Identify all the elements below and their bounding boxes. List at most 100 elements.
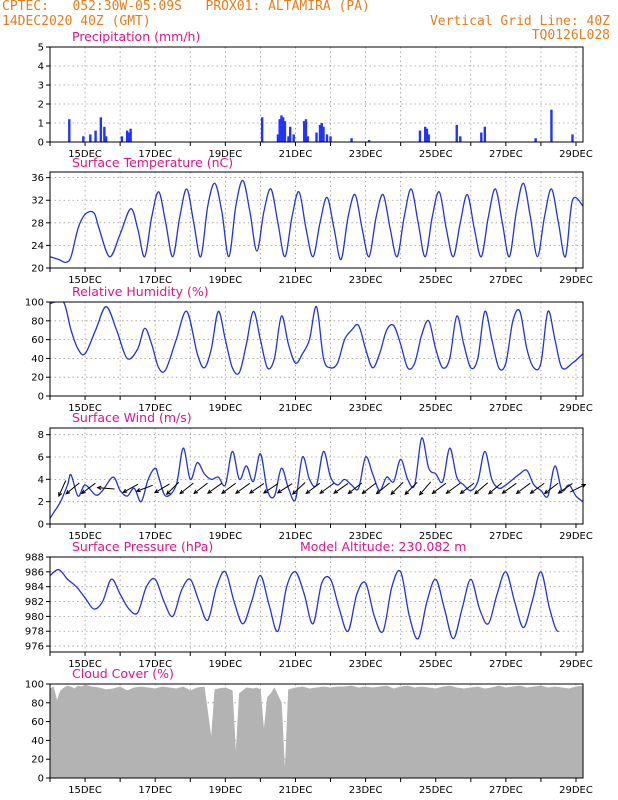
- wind-vector-arrow: [207, 482, 223, 494]
- rh-ytick-label: 40: [31, 354, 44, 365]
- wind-vector-head: [390, 490, 396, 496]
- pres-frame: [49, 556, 584, 653]
- wind-ytick-label: 2: [38, 497, 44, 508]
- temp-line: [50, 179, 583, 264]
- wind-vector-arrow: [333, 482, 349, 494]
- wind-vector-arrow: [154, 483, 170, 494]
- wind-vector-head: [361, 489, 367, 495]
- wind-vector-arrow: [544, 482, 559, 494]
- wind-vector-head: [206, 489, 212, 494]
- rh-title: Relative Humidity (%): [72, 284, 209, 299]
- rh-xtick-label: 17DEC: [138, 403, 172, 414]
- pres-series: [50, 568, 559, 640]
- precip-xtick-label: 17DEC: [138, 149, 172, 160]
- temp-ytick-label: 28: [31, 218, 44, 229]
- pres-ytick-label: 982: [25, 597, 44, 608]
- wind-vector-head: [487, 489, 493, 495]
- wind-vector-arrow: [362, 482, 377, 494]
- wind-ytick-label: 4: [38, 475, 44, 486]
- temp-ytick-label: 36: [31, 173, 44, 184]
- cloud-ytick-label: 100: [25, 680, 44, 691]
- cloud-xtick-label: 19DEC: [208, 785, 242, 796]
- wind-vector-arrow: [292, 482, 306, 495]
- precip-xtick-label: 19DEC: [208, 149, 242, 160]
- pres-annotation: Model Altitude: 230.082 m: [300, 539, 466, 554]
- cloud-xtick-label: 29DEC: [559, 785, 593, 796]
- wind-vector-arrow: [460, 482, 475, 494]
- rh-xtick-label: 23DEC: [349, 403, 383, 414]
- rh-ytick-label: 60: [31, 335, 44, 346]
- precip-bar: [427, 134, 430, 142]
- precip-bar: [287, 136, 290, 142]
- wind-vector-arrow: [446, 482, 461, 494]
- precip-bar: [278, 119, 281, 142]
- wind-vector-head: [80, 489, 86, 495]
- cloud-xtick-label: 25DEC: [419, 785, 453, 796]
- cloud-series: [50, 684, 583, 778]
- temp-xtick-label: 21DEC: [279, 275, 313, 286]
- wind-vector-arrow: [502, 482, 517, 494]
- cloud-xtick-label: 15DEC: [68, 785, 102, 796]
- wind-vector-head: [418, 490, 424, 496]
- precip-bar: [292, 134, 295, 142]
- pres-ytick-label: 976: [25, 642, 44, 653]
- pres-xtick-label: 27DEC: [489, 659, 523, 670]
- wind-vector-arrow: [474, 482, 489, 495]
- header-model-code: TQ0126L028: [531, 28, 610, 43]
- precip-ytick-label: 5: [38, 43, 44, 54]
- wind-vector-head: [96, 485, 102, 491]
- precip-bar: [459, 136, 462, 142]
- temp-xtick-label: 29DEC: [559, 275, 593, 286]
- wind-vector-head: [319, 489, 325, 494]
- rh-frame: [49, 301, 584, 397]
- wind-vector-arrow: [319, 482, 335, 494]
- pres-ytick-label: 978: [25, 627, 44, 638]
- wind-vector-head: [153, 489, 159, 494]
- cloud-ytick-label: 80: [31, 698, 44, 709]
- wind-xtick-label: 15DEC: [68, 531, 102, 542]
- precip-bar: [318, 124, 322, 142]
- pres-ytick-label: 980: [25, 612, 44, 623]
- wind-ytick-label: 6: [38, 453, 44, 464]
- wind-title: Surface Wind (m/s): [72, 410, 192, 425]
- pres-xtick-label: 19DEC: [208, 659, 242, 670]
- wind-vector-head: [179, 489, 185, 495]
- precip-ytick-label: 3: [38, 81, 44, 92]
- wind-vector-arrow: [166, 481, 180, 495]
- temp-ytick-label: 24: [31, 241, 44, 252]
- precip-bar: [480, 132, 483, 142]
- temp-xtick-label: 27DEC: [489, 275, 523, 286]
- rh-ytick-label: 100: [25, 298, 44, 309]
- wind-xtick-label: 17DEC: [138, 531, 172, 542]
- precip-xtick-label: 29DEC: [559, 149, 593, 160]
- wind-vector-arrow: [348, 482, 363, 494]
- wind-vector-head: [58, 492, 63, 498]
- cloud-title: Cloud Cover (%): [72, 666, 174, 681]
- precip-bar: [281, 117, 285, 142]
- wind-vector-arrow: [305, 482, 321, 494]
- precip-bar: [325, 134, 329, 142]
- wind-vector-head: [276, 489, 282, 494]
- pres-xtick-label: 29DEC: [559, 659, 593, 670]
- precip-title: Precipitation (mm/h): [72, 29, 200, 44]
- wind-vector-head: [221, 489, 227, 494]
- precip-bar: [571, 134, 574, 142]
- wind-vector-head: [193, 489, 199, 495]
- temp-frame: [49, 171, 584, 269]
- precip-bar: [99, 117, 103, 142]
- temp-xtick-label: 19DEC: [208, 275, 242, 286]
- cloud-frame: [49, 683, 584, 779]
- temp-title: Surface Temperature (nC): [72, 155, 233, 170]
- wind-vector-head: [291, 490, 297, 495]
- wind-vector-head: [165, 490, 171, 496]
- cloud-ytick-label: 40: [31, 736, 44, 747]
- wind-vector-head: [459, 489, 465, 495]
- wind-vector-head: [235, 489, 240, 494]
- header-station-line: CPTEC: 052:30W-05:09S PROX01: ALTAMIRA (…: [2, 0, 370, 14]
- rh-xtick-label: 27DEC: [489, 403, 523, 414]
- wind-vector-arrow: [122, 483, 139, 493]
- wind-xtick-label: 19DEC: [208, 531, 242, 542]
- precip-bar: [283, 121, 287, 142]
- wind-vector-arrow: [376, 482, 391, 495]
- precip-ytick-label: 2: [38, 100, 44, 111]
